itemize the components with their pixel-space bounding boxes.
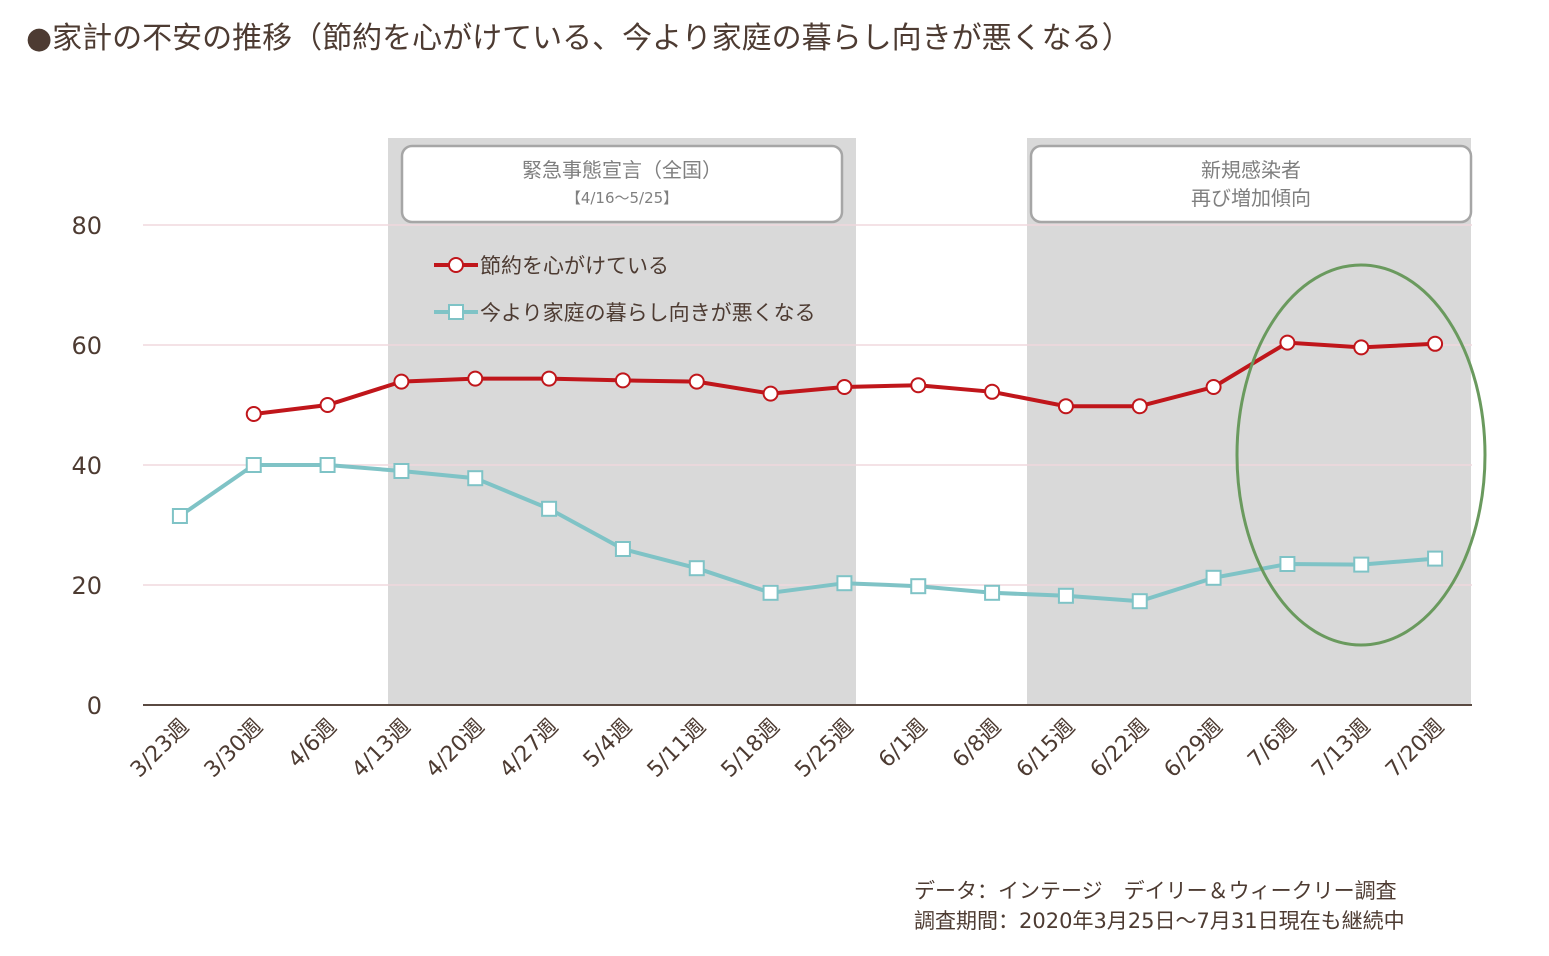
x-tick-label: 3/23週 [126,715,194,783]
point [1279,556,1296,572]
point [541,500,558,517]
annotation-box [400,144,844,224]
x-tick-label: 5/11週 [643,715,711,783]
point [1057,398,1074,415]
x-tick-label: 4/20週 [421,715,489,783]
x-tick-label: 7/6週 [1243,715,1301,773]
y-tick-label: 0 [87,692,102,720]
source-text: データ：インテージ デイリー＆ウィークリー調査 [914,879,1397,903]
y-tick-label: 60 [71,332,102,360]
point [762,385,779,402]
point [1057,587,1074,604]
point [1131,398,1148,415]
point [688,560,705,577]
annotation-text: 新規感染者 [1201,158,1301,182]
point [984,584,1001,601]
point [1427,335,1444,352]
chart-title: ●家計の不安の推移（節約を心がけている、今より家庭の暮らし向きが悪くなる） [26,21,1132,56]
x-tick-label: 4/27週 [495,715,563,783]
legend-marker [448,257,464,273]
x-tick-label: 5/18週 [717,715,785,783]
point [393,463,410,479]
point [984,383,1001,400]
x-tick-label: 3/30週 [200,715,268,783]
point [1205,569,1222,586]
series-line [178,463,1436,604]
source-text: 調査期間：2020年3月25日～7月31日現在も継続中 [914,909,1405,933]
point [910,578,927,595]
x-tick-label: 5/4週 [579,715,637,773]
point [1279,334,1296,351]
x-tick-label: 6/8週 [948,715,1006,773]
point [541,370,558,387]
point [762,584,779,601]
point [910,377,927,394]
point [1353,556,1370,573]
point [245,457,262,473]
point [171,508,188,524]
annotation-text: 【4/16～5/25】 [566,189,678,207]
x-tick-label: 4/13週 [347,715,415,783]
point [688,373,705,390]
point [1427,550,1444,567]
point [245,406,262,422]
point [319,397,336,413]
y-tick-label: 80 [71,212,102,240]
annotation-text: 緊急事態宣言（全国） [522,158,722,182]
legend-marker [448,304,464,320]
point [393,373,410,390]
x-tick-label: 7/13週 [1307,715,1375,783]
legend-label: 節約を心がけている [480,254,669,278]
highlight-ellipse [1235,263,1487,647]
x-tick-label: 6/22週 [1086,715,1154,783]
point [614,541,631,557]
x-tick-label: 4/6週 [284,715,342,773]
x-tick-label: 5/25週 [790,715,858,783]
shaded-period [1027,138,1471,705]
point [1353,339,1370,356]
y-tick-label: 40 [71,452,102,480]
point [836,575,853,592]
annotation-box [1029,144,1473,224]
point [836,379,853,395]
shaded-period [388,138,856,705]
point [467,470,484,487]
legend-label: 今より家庭の暮らし向きが悪くなる [480,301,816,325]
point [1205,379,1222,395]
x-tick-label: 6/15週 [1012,715,1080,783]
point [467,370,484,387]
y-tick-label: 20 [71,572,102,600]
point [319,457,336,473]
point [1131,593,1148,610]
point [614,372,631,389]
x-tick-label: 6/29週 [1160,715,1228,783]
x-tick-label: 7/20週 [1381,715,1449,783]
background: 緊急事態宣言（全国） 【4/16～5/25】 新規感染者 再び増加傾向 [388,138,1473,705]
x-tick-label: 6/1週 [874,715,932,773]
annotation-text: 再び増加傾向 [1191,186,1311,210]
